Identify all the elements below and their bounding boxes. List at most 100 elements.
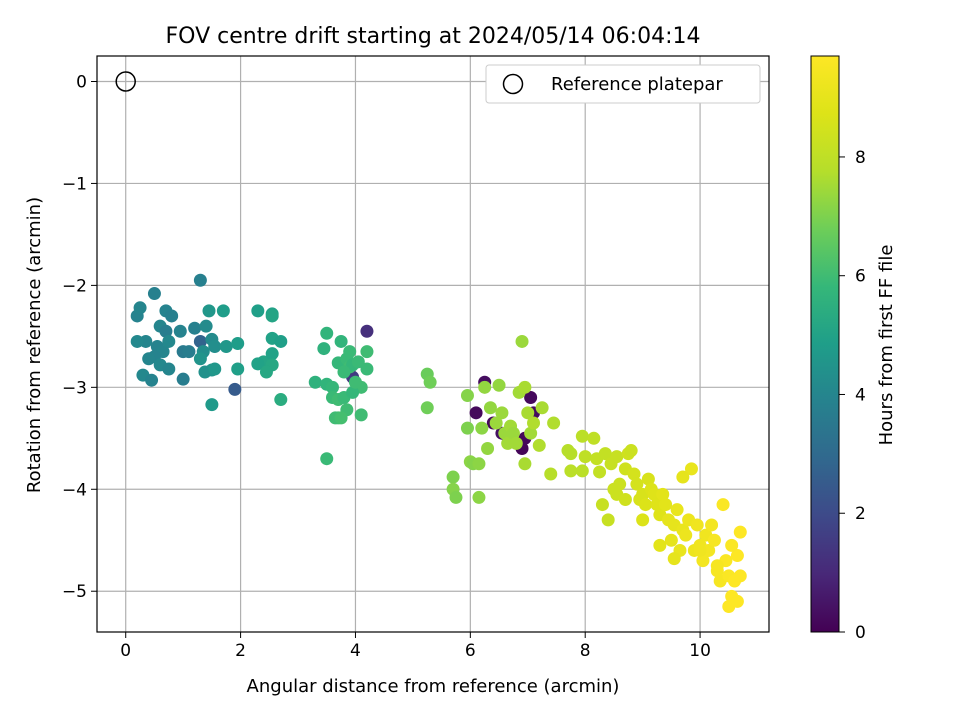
- data-point: [251, 304, 265, 318]
- legend-box: [485, 64, 761, 104]
- data-point: [607, 482, 621, 496]
- chart-title: FOV centre drift starting at 2024/05/14 …: [166, 24, 701, 49]
- data-point: [202, 304, 216, 318]
- data-point: [495, 406, 509, 420]
- data-point: [639, 498, 653, 512]
- data-point: [518, 457, 532, 471]
- data-point: [521, 406, 535, 420]
- data-point: [449, 490, 463, 504]
- data-point: [205, 398, 219, 412]
- data-point: [636, 513, 650, 527]
- data-point: [360, 362, 374, 376]
- plot-frame: [96, 55, 770, 633]
- data-point: [334, 334, 348, 348]
- data-point: [188, 321, 202, 335]
- data-point: [228, 382, 242, 396]
- data-point: [518, 380, 532, 394]
- data-point: [193, 334, 207, 348]
- data-point: [265, 309, 279, 323]
- y-tick-label: −5: [62, 582, 87, 602]
- data-point: [231, 336, 245, 350]
- data-point: [334, 411, 348, 425]
- data-point: [733, 569, 747, 583]
- y-tick-label: −1: [62, 174, 87, 194]
- data-point: [176, 372, 190, 386]
- data-point: [598, 447, 612, 461]
- data-point: [707, 533, 721, 547]
- data-points: [115, 71, 747, 614]
- data-point: [506, 426, 520, 440]
- data-point: [317, 342, 331, 356]
- data-point: [147, 287, 161, 301]
- x-tick-label: 0: [120, 641, 131, 661]
- data-point: [656, 487, 670, 501]
- data-point: [730, 594, 744, 608]
- x-tick-label: 2: [235, 641, 246, 661]
- data-point: [320, 452, 334, 466]
- data-point: [162, 362, 176, 376]
- data-point: [360, 345, 374, 359]
- data-point: [193, 352, 207, 366]
- data-point: [481, 441, 495, 455]
- data-point: [492, 378, 506, 392]
- colorbar-tick-label: 0: [855, 623, 866, 643]
- data-point: [460, 421, 474, 435]
- data-point: [423, 375, 437, 389]
- data-point: [524, 426, 538, 440]
- y-tick-label: −2: [62, 276, 87, 296]
- y-tick-label: 0: [76, 72, 87, 92]
- data-point: [478, 380, 492, 394]
- data-point: [653, 538, 667, 552]
- data-point: [308, 375, 322, 389]
- colorbar-tick-label: 8: [855, 148, 866, 168]
- data-point: [165, 309, 179, 323]
- colorbar-tick-label: 6: [855, 267, 866, 287]
- data-point: [251, 357, 265, 371]
- data-point: [575, 464, 589, 478]
- data-point: [564, 447, 578, 461]
- y-tick-label: −3: [62, 378, 87, 398]
- data-point: [199, 319, 213, 333]
- data-point: [627, 467, 641, 481]
- data-point: [162, 334, 176, 348]
- data-point: [208, 362, 222, 376]
- data-point: [130, 334, 144, 348]
- data-point: [182, 345, 196, 359]
- colorbar-tick-label: 4: [855, 385, 866, 405]
- data-point: [193, 273, 207, 287]
- data-point: [265, 347, 279, 361]
- data-point: [469, 406, 483, 420]
- data-point: [593, 465, 607, 479]
- data-point: [515, 334, 529, 348]
- data-point: [472, 457, 486, 471]
- colorbar-tick-label: 2: [855, 504, 866, 524]
- data-point: [601, 513, 615, 527]
- data-point: [587, 431, 601, 445]
- data-point: [696, 554, 710, 568]
- data-point: [348, 375, 362, 389]
- data-point: [219, 340, 233, 354]
- data-point: [575, 429, 589, 443]
- legend: Reference platepar: [485, 64, 761, 104]
- data-point: [337, 365, 351, 379]
- legend-label: Reference platepar: [551, 74, 723, 95]
- data-point: [725, 538, 739, 552]
- data-point: [710, 559, 724, 573]
- x-tick-label: 8: [580, 641, 591, 661]
- data-point: [664, 533, 678, 547]
- data-point: [544, 467, 558, 481]
- data-point: [509, 436, 523, 450]
- data-point: [532, 438, 546, 452]
- data-point: [145, 373, 159, 387]
- data-point: [578, 450, 592, 464]
- y-tick-label: −4: [62, 480, 87, 500]
- x-tick-label: 6: [465, 641, 476, 661]
- data-point: [325, 380, 339, 394]
- data-point: [705, 518, 719, 532]
- data-point: [198, 365, 212, 379]
- data-point: [173, 324, 187, 338]
- data-point: [630, 477, 644, 491]
- data-point: [730, 549, 744, 563]
- data-point: [320, 326, 334, 340]
